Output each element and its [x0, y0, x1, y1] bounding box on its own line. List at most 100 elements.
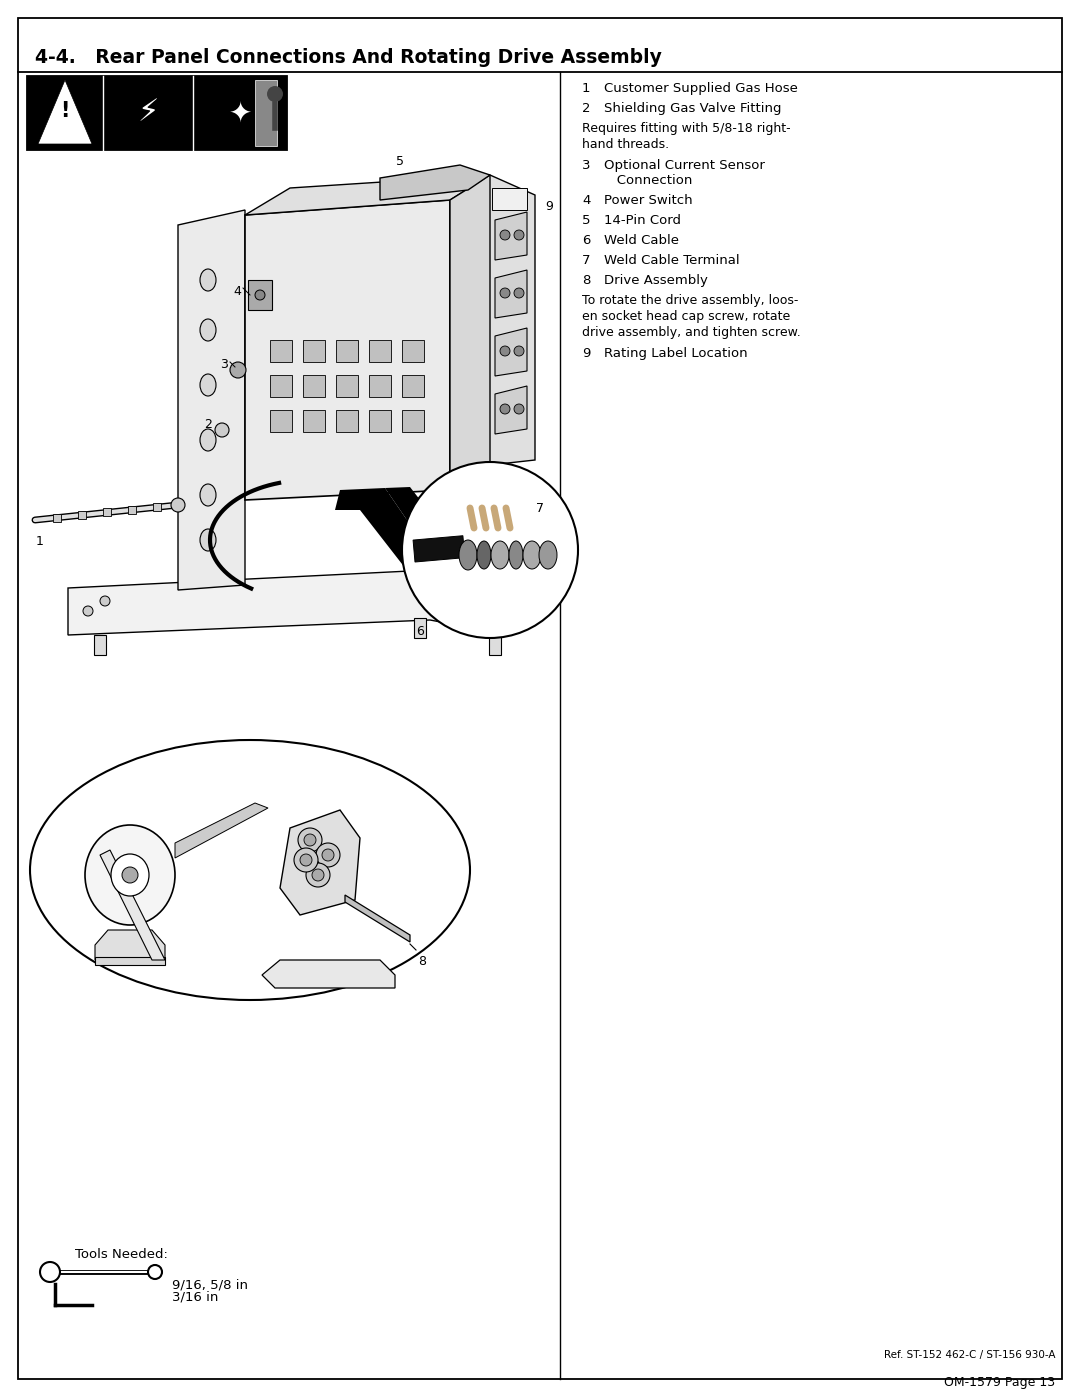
Text: 5: 5: [396, 155, 404, 168]
Polygon shape: [450, 175, 535, 490]
Text: 2: 2: [204, 418, 212, 432]
Ellipse shape: [200, 270, 216, 291]
Ellipse shape: [477, 541, 491, 569]
Circle shape: [500, 231, 510, 240]
Circle shape: [122, 868, 138, 883]
Text: 1: 1: [36, 535, 44, 548]
Polygon shape: [369, 374, 391, 397]
Circle shape: [148, 1266, 162, 1280]
Circle shape: [83, 606, 93, 616]
Text: Weld Cable: Weld Cable: [604, 235, 679, 247]
Polygon shape: [303, 339, 325, 362]
Circle shape: [514, 404, 524, 414]
Polygon shape: [402, 374, 424, 397]
Text: 2: 2: [582, 102, 591, 115]
Polygon shape: [38, 80, 92, 144]
Circle shape: [303, 834, 316, 847]
Text: 8: 8: [582, 274, 591, 286]
Circle shape: [215, 423, 229, 437]
Ellipse shape: [491, 541, 509, 569]
Text: Tools Needed:: Tools Needed:: [75, 1248, 167, 1261]
Text: 8: 8: [418, 956, 426, 968]
Polygon shape: [280, 810, 360, 915]
Text: OM-1579 Page 13: OM-1579 Page 13: [944, 1376, 1055, 1389]
Circle shape: [294, 848, 318, 872]
Polygon shape: [369, 409, 391, 432]
Circle shape: [171, 497, 185, 511]
Ellipse shape: [111, 854, 149, 895]
Polygon shape: [303, 374, 325, 397]
Circle shape: [322, 849, 334, 861]
Text: Customer Supplied Gas Hose: Customer Supplied Gas Hose: [604, 82, 798, 95]
Bar: [248, 279, 272, 310]
Circle shape: [492, 605, 503, 615]
Circle shape: [500, 404, 510, 414]
Ellipse shape: [200, 429, 216, 451]
Polygon shape: [402, 339, 424, 362]
Text: en socket head cap screw, rotate: en socket head cap screw, rotate: [582, 310, 791, 323]
Bar: [255, 80, 276, 147]
Bar: [78, 511, 86, 520]
Bar: [53, 514, 60, 522]
Circle shape: [267, 87, 283, 102]
Polygon shape: [100, 849, 165, 960]
Text: Requires fitting with 5/8-18 right-: Requires fitting with 5/8-18 right-: [582, 122, 791, 136]
Text: Power Switch: Power Switch: [604, 194, 692, 207]
Ellipse shape: [459, 541, 477, 570]
Ellipse shape: [523, 541, 541, 569]
Circle shape: [514, 346, 524, 356]
Polygon shape: [495, 270, 527, 319]
Bar: [413, 535, 464, 562]
Text: 7: 7: [582, 254, 591, 267]
Circle shape: [40, 1261, 60, 1282]
Bar: [492, 189, 527, 210]
Text: 9: 9: [545, 200, 553, 212]
Text: Rating Label Location: Rating Label Location: [604, 346, 747, 360]
Polygon shape: [270, 339, 292, 362]
Polygon shape: [369, 339, 391, 362]
Text: ✦: ✦: [228, 99, 252, 127]
Bar: [95, 957, 165, 965]
Polygon shape: [402, 409, 424, 432]
Text: 5: 5: [582, 214, 591, 226]
Circle shape: [100, 597, 110, 606]
Circle shape: [413, 581, 423, 591]
Circle shape: [402, 462, 578, 638]
Polygon shape: [335, 488, 455, 599]
Text: 6: 6: [416, 624, 424, 638]
Bar: [153, 503, 161, 511]
Polygon shape: [262, 960, 395, 988]
Polygon shape: [303, 409, 325, 432]
Ellipse shape: [30, 740, 470, 1000]
Ellipse shape: [539, 541, 557, 569]
Text: 9/16, 5/8 in: 9/16, 5/8 in: [172, 1278, 248, 1291]
Text: 3: 3: [220, 358, 228, 372]
Text: Shielding Gas Valve Fitting: Shielding Gas Valve Fitting: [604, 102, 782, 115]
Text: drive assembly, and tighten screw.: drive assembly, and tighten screw.: [582, 326, 800, 339]
Text: 1: 1: [582, 82, 591, 95]
Ellipse shape: [200, 374, 216, 395]
Polygon shape: [450, 175, 490, 490]
Text: 3: 3: [582, 159, 591, 172]
Circle shape: [255, 291, 265, 300]
Text: 4: 4: [582, 194, 591, 207]
Text: 6: 6: [582, 235, 591, 247]
Polygon shape: [336, 374, 357, 397]
Bar: [489, 636, 501, 655]
Bar: [414, 617, 426, 638]
Text: 7: 7: [536, 502, 544, 515]
Ellipse shape: [509, 541, 523, 569]
Polygon shape: [68, 570, 510, 636]
Circle shape: [316, 842, 340, 868]
Polygon shape: [495, 212, 527, 260]
Circle shape: [514, 231, 524, 240]
Text: Connection: Connection: [604, 175, 692, 187]
Bar: [129, 506, 136, 514]
Ellipse shape: [85, 826, 175, 925]
Polygon shape: [178, 210, 245, 590]
Text: 14-Pin Cord: 14-Pin Cord: [604, 214, 681, 226]
Text: 3/16 in: 3/16 in: [172, 1289, 218, 1303]
Polygon shape: [95, 930, 165, 960]
Polygon shape: [336, 409, 357, 432]
Ellipse shape: [200, 483, 216, 506]
